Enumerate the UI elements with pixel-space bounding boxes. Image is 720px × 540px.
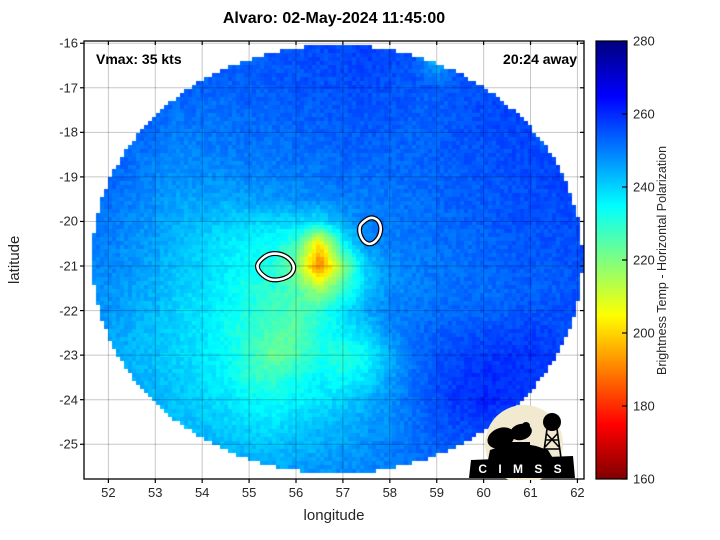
colorbar <box>596 41 627 479</box>
y-tick-label: -24 <box>59 392 78 408</box>
x-tick-label: 56 <box>288 485 304 500</box>
y-tick-label: -18 <box>59 124 78 140</box>
y-tick-label: -17 <box>59 80 78 96</box>
colorbar-tick-label: 280 <box>633 33 655 49</box>
x-tick-label: 52 <box>101 485 116 500</box>
y-tick-label: -25 <box>59 436 78 452</box>
brightness-temp-heatmap <box>84 41 584 479</box>
y-tick-label: -22 <box>59 303 78 319</box>
y-tick-label: -16 <box>59 35 78 51</box>
plot-area <box>84 41 584 479</box>
plot-title: Alvaro: 02-May-2024 11:45:00 <box>222 10 446 27</box>
time-away-annotation: 20:24 away <box>503 51 577 67</box>
x-tick-label: 62 <box>570 485 585 500</box>
colorbar-tick-label: 200 <box>633 325 655 341</box>
x-tick-label: 57 <box>335 485 351 500</box>
x-tick-label: 54 <box>194 485 210 500</box>
x-tick-label: 59 <box>429 485 444 500</box>
x-tick-label: 55 <box>241 485 257 500</box>
colorbar-tick-label: 240 <box>633 179 655 195</box>
x-axis-label: longitude <box>303 507 365 524</box>
x-tick-label: 53 <box>148 485 163 500</box>
colorbar-label: Brightness Temp - Horizontal Polarizatio… <box>655 145 669 375</box>
colorbar-tick-label: 180 <box>633 398 655 414</box>
x-tick-label: 61 <box>523 485 538 500</box>
colorbar-tick-label: 260 <box>633 106 655 122</box>
y-tick-label: -23 <box>59 347 78 363</box>
y-tick-label: -20 <box>59 213 78 229</box>
x-tick-label: 58 <box>382 485 398 500</box>
y-tick-label: -19 <box>59 169 78 185</box>
colorbar-tick-label: 220 <box>633 252 655 268</box>
vmax-annotation: Vmax: 35 kts <box>96 51 182 67</box>
y-axis-label: latitude <box>6 235 23 285</box>
x-tick-label: 60 <box>476 485 491 500</box>
colorbar-tick-label: 160 <box>633 471 655 487</box>
y-tick-label: -21 <box>59 258 78 274</box>
